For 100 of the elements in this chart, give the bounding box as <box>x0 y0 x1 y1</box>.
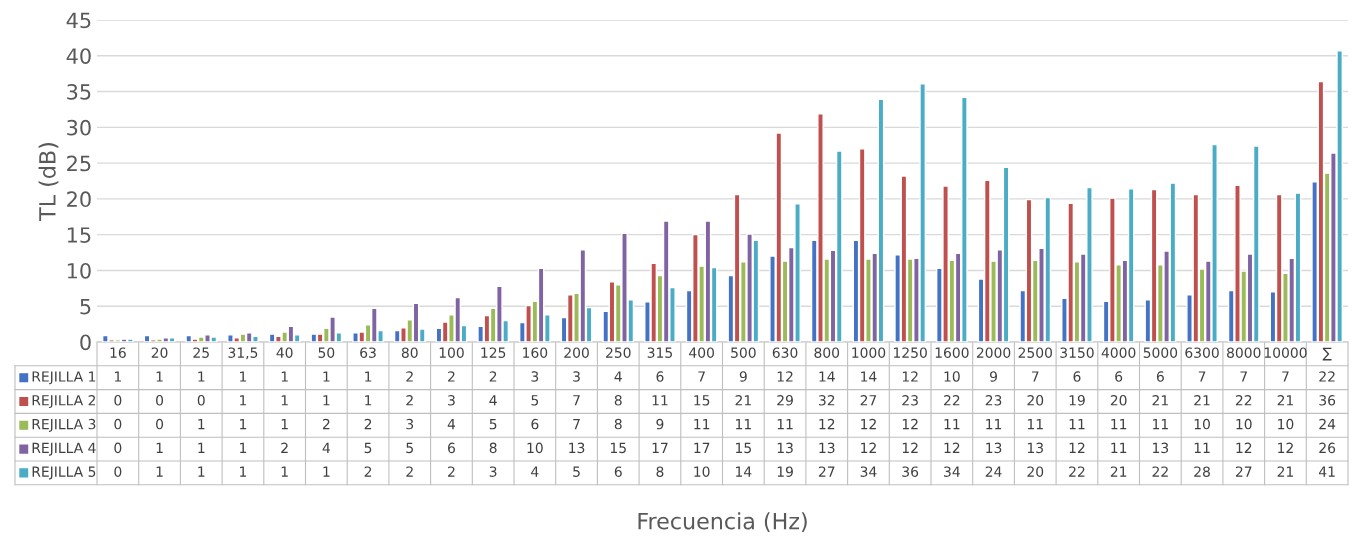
data-label: 9 <box>656 418 664 430</box>
data-label: 41 <box>1318 466 1335 477</box>
data-label: 0 <box>156 395 164 406</box>
y-tick-label: 35 <box>67 84 91 100</box>
data-label: 5 <box>531 395 539 406</box>
data-label: 7 <box>1240 371 1247 382</box>
data-label: 3 <box>448 395 455 406</box>
data-label: 3 <box>573 371 580 382</box>
data-label: 2 <box>406 371 413 382</box>
data-label: 1 <box>281 466 288 477</box>
y-tick-label: 20 <box>67 191 91 208</box>
data-label: 4 <box>531 466 539 477</box>
x-tick-label: 3150 <box>1060 347 1094 358</box>
data-label: 1 <box>198 371 205 382</box>
y-tick-label: 0 <box>80 334 91 351</box>
data-label: 2 <box>364 418 372 430</box>
data-label: 11 <box>1153 419 1168 430</box>
data-label: 1 <box>365 395 372 406</box>
data-label: 4 <box>322 442 330 453</box>
data-label: 12 <box>902 371 918 382</box>
data-label: 7 <box>1198 371 1206 382</box>
data-label: 1 <box>281 395 288 406</box>
y-tick-label: 10 <box>67 262 91 279</box>
data-label: 1 <box>323 395 330 406</box>
data-label: 12 <box>777 371 793 382</box>
data-label: 10 <box>1194 418 1210 430</box>
data-label: 20 <box>1110 395 1127 406</box>
data-label: 2 <box>448 466 455 477</box>
data-label: 0 <box>114 418 122 430</box>
x-tick-label: 20 <box>151 347 168 358</box>
data-label: 20 <box>1027 395 1044 406</box>
data-label: 21 <box>735 395 751 406</box>
data-label: 1 <box>240 419 247 430</box>
data-label: 9 <box>990 371 997 382</box>
data-label: 23 <box>902 395 918 406</box>
data-label: 3 <box>489 466 497 477</box>
x-tick-label: 100 <box>439 347 464 358</box>
data-label: 4 <box>489 395 497 406</box>
data-label: 5 <box>489 419 497 430</box>
data-label: 12 <box>819 418 835 430</box>
data-label: 0 <box>197 395 205 406</box>
y-tick-label: 40 <box>66 48 91 64</box>
data-label: 7 <box>698 371 705 382</box>
y-axis-title: TL (dB) <box>38 143 59 221</box>
x-tick-label: 2000 <box>976 347 1011 358</box>
data-label: 21 <box>1277 395 1293 406</box>
data-label: 11 <box>944 419 960 430</box>
legend-label: REJILLA 1 <box>32 371 96 385</box>
data-label: 14 <box>736 466 752 477</box>
x-tick-label: 630 <box>772 347 798 358</box>
data-label: 6 <box>1115 371 1123 382</box>
data-label: 1 <box>156 466 163 477</box>
y-tick-label: 45 <box>66 12 91 29</box>
data-label: 1 <box>281 419 288 430</box>
data-label: 1 <box>281 371 288 382</box>
data-label: 0 <box>114 395 122 406</box>
data-label: 32 <box>818 395 835 406</box>
data-label: 5 <box>406 442 413 454</box>
data-label: 36 <box>902 466 919 477</box>
data-label: 10 <box>694 466 710 477</box>
text: Frecuencia (Hz) <box>638 512 807 533</box>
data-label: 1 <box>323 371 330 382</box>
data-label: 15 <box>694 395 710 406</box>
y-tick-label: 25 <box>67 155 91 172</box>
data-label: 22 <box>1069 466 1085 477</box>
x-tick-label: 250 <box>606 347 631 358</box>
x-tick-label: 80 <box>401 347 418 358</box>
x-tick-label: 50 <box>318 347 335 358</box>
data-label: 1 <box>240 371 247 382</box>
data-label: 8 <box>656 466 664 477</box>
data-label: 0 <box>156 418 164 430</box>
legend-label: REJILLA 3 <box>32 418 96 432</box>
data-label: 27 <box>818 466 835 477</box>
x-tick-label: 8000 <box>1227 347 1261 358</box>
data-label: 21 <box>1277 466 1293 477</box>
data-label: 21 <box>1152 395 1168 406</box>
data-label: 34 <box>860 466 877 477</box>
x-tick-label: 160 <box>523 347 548 358</box>
data-label: 22 <box>944 395 960 406</box>
data-label: 22 <box>1152 466 1168 477</box>
data-label: 17 <box>694 442 710 453</box>
data-label: 4 <box>447 419 456 430</box>
x-tick-label: 4000 <box>1101 347 1136 358</box>
data-label: 6 <box>614 466 622 477</box>
data-label: 2 <box>489 371 497 382</box>
data-label: 22 <box>1319 371 1335 382</box>
data-label: 6 <box>448 442 455 454</box>
data-label: 8 <box>614 395 622 406</box>
x-tick-label: 40 <box>276 347 293 358</box>
data-label: 29 <box>777 395 793 406</box>
data-label: 2 <box>406 466 413 477</box>
data-label: 13 <box>1027 442 1043 454</box>
data-label: 14 <box>861 371 877 382</box>
data-label: 11 <box>1069 419 1085 430</box>
data-label: 5 <box>364 442 372 454</box>
data-label: 12 <box>1236 442 1252 453</box>
data-label: 5 <box>573 466 580 477</box>
data-label: 10 <box>1278 418 1294 430</box>
data-label: 8 <box>614 418 622 430</box>
data-label: 19 <box>1069 395 1085 406</box>
